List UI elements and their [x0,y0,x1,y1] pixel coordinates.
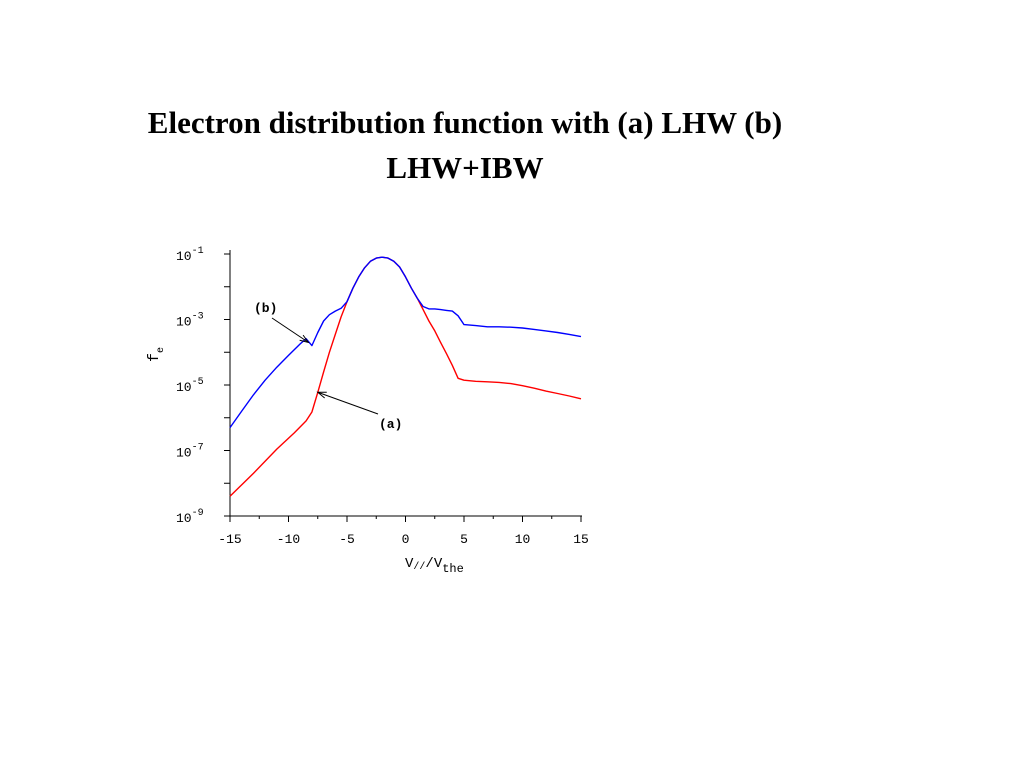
annotation-arrow-head [316,391,327,399]
annotation-arrow-line [317,391,379,415]
slide-title: Electron distribution function with (a) … [95,100,835,190]
x-tick-label: 0 [402,532,410,547]
x-tick-label: 5 [460,532,468,547]
y-tick-label: 10-9 [176,508,204,526]
chart-ticks: -15 -10 -5 0 5 10 15 10-1 10-3 10-5 10-7 10-9 [176,246,589,547]
chart-annotations: (a) (b) [254,301,402,432]
annotation-arrow-head [299,334,310,344]
slide-title-line2: LHW+IBW [386,150,544,185]
annotation-arrow-line [271,317,309,343]
annotation-label: (a) [379,417,402,432]
y-tick-label: 10-7 [176,443,204,461]
annotation-label: (b) [254,301,277,316]
x-axis-label: V///Vthe [405,556,464,576]
chart-series [229,256,582,497]
x-tick-label: 15 [573,532,589,547]
chart-axes [229,250,582,517]
y-axis-label: fe [146,347,167,362]
y-tick-label: 10-3 [176,312,204,330]
series-line-0 [229,256,582,497]
x-tick-label: -10 [277,532,300,547]
x-tick-label: -15 [218,532,241,547]
series-line-1 [229,256,582,429]
x-tick-label: 10 [515,532,531,547]
y-tick-label: 10-1 [176,246,204,264]
slide-title-line1: Electron distribution function with (a) … [147,105,783,140]
x-tick-label: -5 [339,532,355,547]
y-tick-label: 10-5 [176,377,204,395]
